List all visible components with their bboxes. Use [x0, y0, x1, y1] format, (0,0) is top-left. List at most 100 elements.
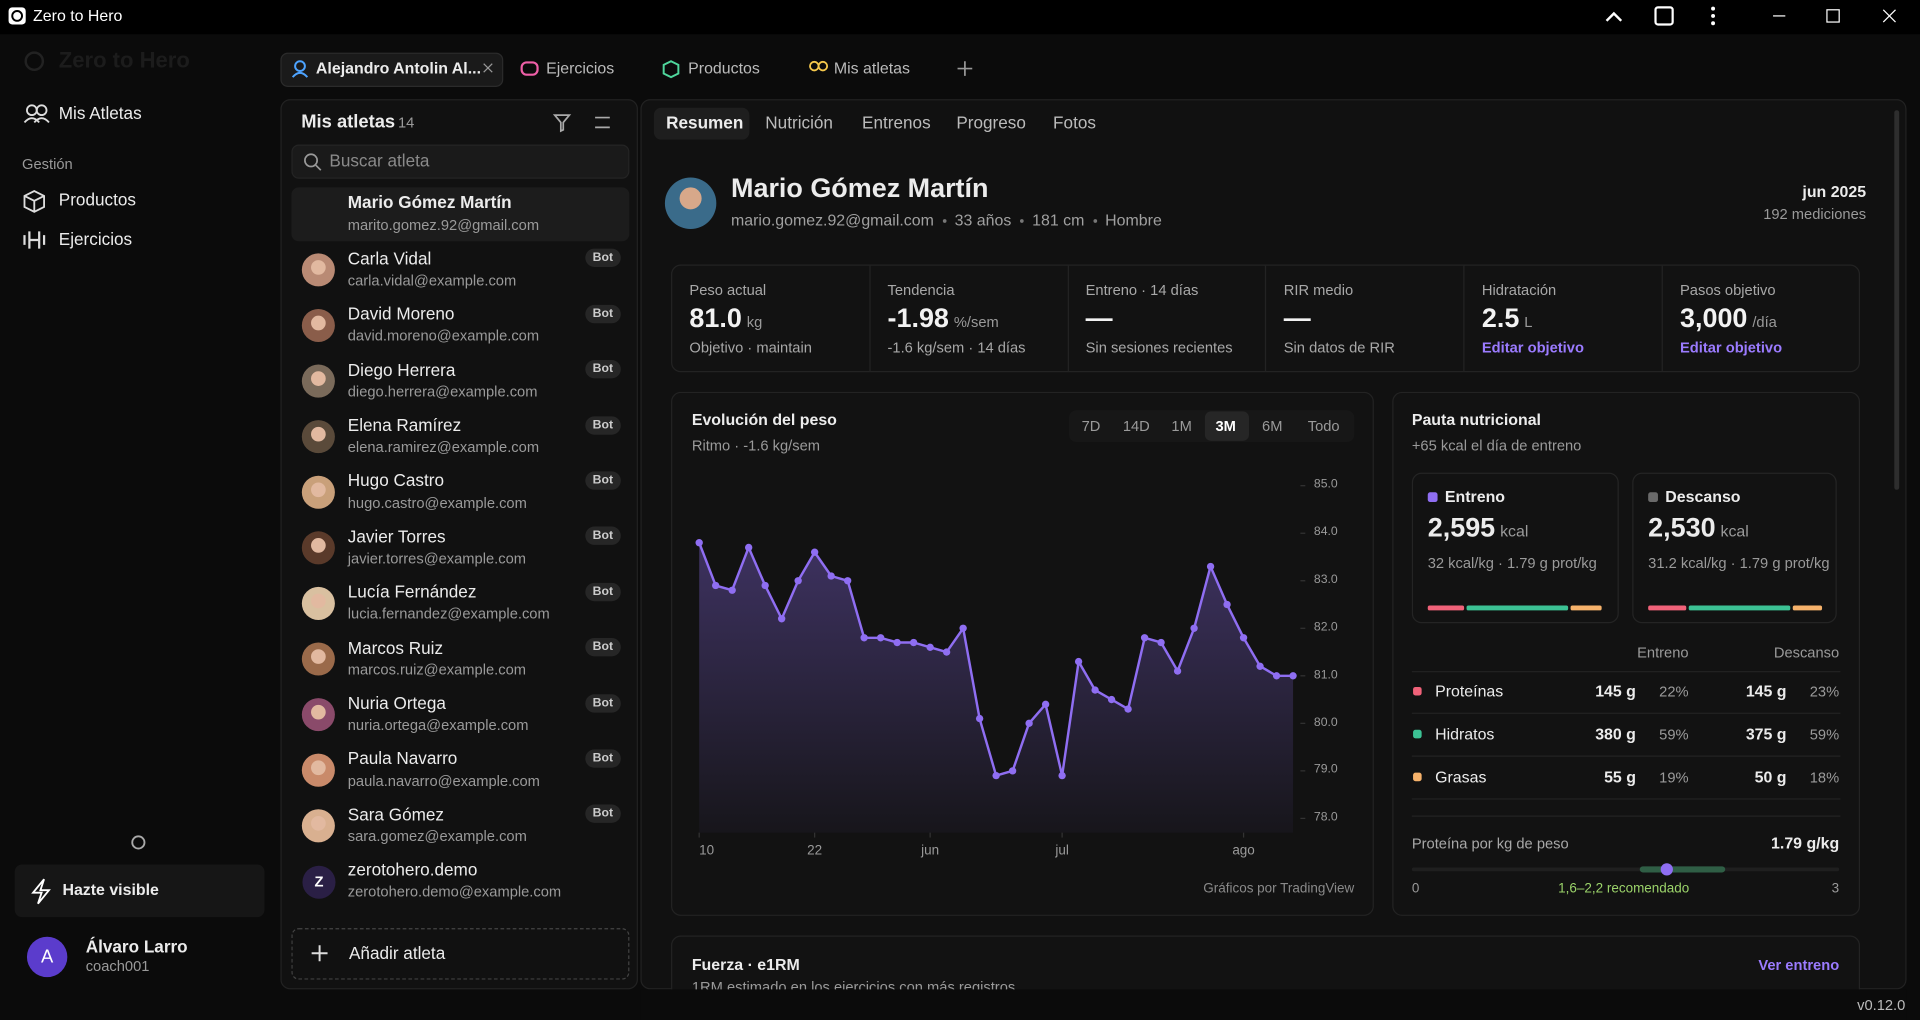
add-athlete-button[interactable]: [291, 928, 630, 980]
range-button[interactable]: 7D: [1081, 416, 1101, 435]
athlete-name[interactable]: Javier Torres: [347, 526, 446, 546]
strength-clip: [640, 989, 1907, 1020]
main-tab-active[interactable]: [653, 107, 750, 140]
stat-link[interactable]: Editar objetivo: [1680, 338, 1783, 356]
stat-value-row: 81.0 kg: [689, 302, 762, 334]
main-tab[interactable]: Progreso: [956, 113, 1026, 133]
profile-email: mario.gomez.92@gmail.com: [731, 210, 934, 229]
plan-dot: [1648, 492, 1658, 503]
athlete-row[interactable]: [291, 187, 630, 242]
search-placeholder[interactable]: Buscar atleta: [329, 150, 430, 171]
search-box[interactable]: [291, 144, 630, 179]
row-divider: [1411, 815, 1841, 817]
stats-divider: [1265, 265, 1267, 372]
main-tab[interactable]: Fotos: [1053, 113, 1096, 133]
nav-item[interactable]: Mis Atletas: [58, 103, 142, 123]
athlete-email: hugo.castro@example.com: [347, 494, 527, 512]
range-active[interactable]: [1204, 411, 1249, 441]
plus-icon: [311, 945, 328, 962]
range-button[interactable]: 14D: [1122, 416, 1150, 435]
x-tick-label: 22: [807, 843, 823, 859]
weight-point: [975, 714, 984, 723]
plan-card: [1632, 472, 1837, 624]
athlete-name[interactable]: Paula Navarro: [347, 748, 458, 769]
stat-value: —: [1283, 302, 1311, 334]
x-tick-label: jun: [921, 843, 940, 859]
nav-icon: [23, 117, 50, 124]
athlete-name[interactable]: Diego Herrera: [347, 359, 456, 379]
plan-kcal-unit: kcal: [1720, 521, 1749, 541]
athlete-avatar-face: [311, 315, 326, 331]
athlete-email: lucia.fernandez@example.com: [347, 605, 550, 623]
macro-dot: [1413, 772, 1422, 782]
y-tick-label: 81.0: [1313, 668, 1338, 682]
tab-close: [483, 63, 493, 73]
bot-badge: Bot: [585, 304, 621, 324]
athlete-name[interactable]: Carla Vidal: [347, 248, 432, 268]
tab-label[interactable]: Productos: [688, 58, 760, 78]
weight-point: [827, 572, 835, 580]
user-avatar: A: [26, 936, 68, 978]
nav-item[interactable]: Ejercicios: [58, 229, 133, 249]
plan-kcal-row: 2,530 kcal: [1648, 512, 1749, 544]
athlete-name[interactable]: Mario Gómez Martín: [347, 192, 512, 213]
athlete-avatar-face: [311, 760, 326, 776]
nav-item[interactable]: Productos: [58, 190, 136, 210]
bot-badge: Bot: [585, 693, 621, 713]
chart-attribution: Gráficos por TradingView: [1203, 881, 1355, 897]
tab-label[interactable]: Mis atletas: [833, 58, 910, 78]
macro-pct: 22%: [1659, 682, 1689, 700]
weight-point: [1058, 771, 1066, 780]
stats-divider: [869, 265, 871, 372]
athlete-name[interactable]: Elena Ramírez: [347, 414, 462, 435]
stat-sub: Objetivo · maintain: [689, 338, 812, 356]
weight-point: [1091, 686, 1099, 694]
stats-divider: [1661, 265, 1663, 372]
search-icon: [304, 153, 319, 168]
add-athlete-label[interactable]: Añadir atleta: [348, 943, 446, 963]
tab-label[interactable]: Ejercicios: [546, 58, 615, 78]
plan-kcal-row: 2,595 kcal: [1428, 512, 1529, 544]
athlete-avatar-face: [311, 816, 326, 831]
protein-max: 3: [1831, 881, 1840, 897]
nutrition-card: [1392, 391, 1861, 916]
range-button[interactable]: 1M: [1171, 416, 1192, 435]
weight-point: [893, 638, 901, 647]
range-button[interactable]: 3M: [1215, 416, 1236, 435]
athlete-name[interactable]: Lucía Fernández: [347, 581, 477, 602]
athlete-name[interactable]: Hugo Castro: [347, 470, 444, 491]
main-tab[interactable]: Entrenos: [862, 113, 931, 133]
plan-kcal-unit: kcal: [1500, 521, 1529, 541]
athlete-avatar-face: [311, 704, 326, 720]
tab-label[interactable]: Alejandro Antolin Al...: [315, 58, 481, 78]
row-divider: [1411, 712, 1841, 714]
athlete-email: sara.gomez@example.com: [347, 827, 527, 845]
range-button[interactable]: Todo: [1307, 416, 1340, 435]
stat-sub: -1.6 kg/sem · 14 días: [887, 338, 1026, 356]
macro-grams: 145 g: [1595, 681, 1636, 701]
cta-label[interactable]: Hazte visible: [62, 880, 159, 899]
stat-link[interactable]: Editar objetivo: [1481, 338, 1584, 356]
main-tab[interactable]: Resumen: [666, 113, 744, 133]
athlete-name[interactable]: Nuria Ortega: [347, 692, 446, 713]
bot-badge: Bot: [585, 471, 621, 490]
athlete-name[interactable]: David Moreno: [347, 303, 455, 324]
bot-badge: Bot: [585, 360, 621, 379]
weight-point: [745, 543, 753, 552]
macro-grams: 145 g: [1745, 681, 1787, 701]
range-button[interactable]: 6M: [1262, 416, 1283, 435]
main-tab[interactable]: Nutrición: [765, 113, 833, 133]
athlete-avatar-face: [311, 593, 326, 609]
athlete-name[interactable]: Sara Gómez: [347, 804, 444, 824]
profile-meta: mario.gomez.92@gmail.com 33 años 181 cm Hom…: [731, 211, 1162, 230]
athlete-name[interactable]: Marcos Ruiz: [347, 637, 444, 657]
athlete-name[interactable]: zerotohero.demo: [347, 859, 478, 880]
cta-box[interactable]: [14, 864, 265, 918]
protein-marker: [1660, 863, 1673, 876]
y-tick-label: 78.0: [1313, 810, 1338, 825]
menu-dot: [1711, 13, 1716, 18]
strength-link[interactable]: Ver entreno: [1758, 955, 1840, 973]
tab-active[interactable]: [280, 52, 504, 87]
bot-badge: Bot: [585, 749, 621, 768]
